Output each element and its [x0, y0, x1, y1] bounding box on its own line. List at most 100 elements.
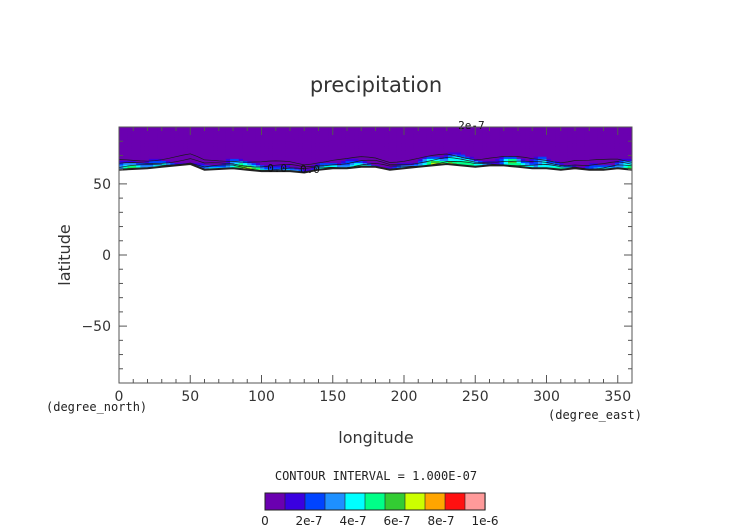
field-cell: [341, 134, 347, 138]
field-cell: [251, 130, 257, 134]
field-cell: [187, 154, 193, 157]
field-cell: [119, 141, 124, 144]
field-cell: [161, 145, 167, 149]
field-cell: [529, 171, 535, 173]
field-cell: [537, 134, 543, 138]
field-cell: [302, 132, 308, 136]
field-cell: [307, 168, 312, 172]
field-cell: [580, 147, 586, 151]
field-cell: [191, 160, 197, 164]
field-cell: [332, 149, 338, 153]
field-cell: [204, 143, 210, 147]
field-cell: [512, 136, 518, 140]
field-cell: [593, 156, 599, 159]
field-cell: [281, 147, 287, 151]
field-cell: [221, 154, 227, 157]
field-cell: [298, 143, 304, 147]
field-cell: [225, 136, 231, 140]
field-cell: [465, 168, 471, 172]
field-cell: [127, 160, 133, 164]
field-cell: [136, 143, 141, 147]
field-cell: [379, 158, 385, 162]
field-cell: [170, 145, 176, 149]
field-cell: [525, 173, 530, 176]
field-cell: [487, 173, 492, 176]
field-cell: [238, 141, 244, 144]
field-cell: [174, 141, 180, 144]
field-cell: [255, 149, 261, 153]
field-cell: [307, 134, 312, 138]
field-cell: [362, 134, 368, 138]
field-cell: [136, 151, 141, 155]
field-cell: [148, 130, 154, 134]
field-cell: [174, 149, 180, 153]
field-cell: [482, 151, 488, 155]
field-cell: [285, 147, 291, 151]
field-cell: [178, 151, 184, 155]
field-cell: [465, 141, 471, 144]
field-cell: [127, 136, 133, 140]
field-cell: [332, 151, 338, 155]
field-cell: [435, 154, 441, 157]
field-cell: [298, 147, 304, 151]
field-cell: [362, 143, 368, 147]
field-cell: [379, 171, 385, 173]
field-cell: [516, 134, 522, 138]
field-cell: [520, 127, 526, 130]
field-cell: [520, 128, 526, 132]
field-cell: [465, 166, 471, 170]
field-cell: [520, 168, 526, 172]
field-cell: [221, 160, 227, 164]
field-cell: [311, 145, 317, 149]
field-cell: [136, 160, 141, 164]
field-cell: [533, 136, 539, 140]
field-cell: [461, 151, 466, 155]
colorbar-swatch: [284, 492, 306, 511]
field-cell: [358, 136, 364, 140]
field-cell: [161, 132, 167, 136]
field-cell: [610, 141, 616, 144]
field-cell: [281, 134, 287, 138]
field-cell: [431, 127, 436, 130]
field-cell: [319, 154, 325, 157]
field-cell: [443, 136, 449, 140]
field-cell: [354, 130, 359, 134]
field-cell: [247, 132, 253, 136]
field-cell: [302, 160, 308, 164]
colorbar-frame: [264, 492, 486, 511]
field-cell: [589, 128, 595, 132]
field-cell: [183, 134, 189, 138]
field-cell: [550, 132, 556, 136]
field-cell: [140, 147, 146, 151]
field-cell: [285, 151, 291, 155]
field-cell: [123, 145, 129, 149]
field-cell: [230, 154, 236, 157]
field-cell: [221, 145, 227, 149]
field-cell: [255, 162, 261, 166]
field-cell: [157, 173, 162, 176]
field-cell: [204, 139, 210, 142]
field-cell: [461, 173, 466, 176]
field-cell: [204, 134, 210, 138]
field-cell: [469, 141, 475, 144]
field-cell: [443, 132, 449, 136]
field-cell: [443, 168, 449, 172]
field-cell: [166, 149, 171, 153]
field-cell: [559, 149, 565, 153]
field-cell: [379, 143, 385, 147]
field-cell: [242, 143, 248, 147]
field-cell: [247, 145, 253, 149]
field-cell: [238, 132, 244, 136]
field-cell: [371, 173, 376, 176]
field-cell: [140, 171, 146, 173]
field-cell: [213, 127, 218, 130]
field-cell: [584, 151, 590, 155]
field-cell: [255, 151, 261, 155]
field-cell: [589, 136, 595, 140]
field-cell: [499, 173, 504, 176]
field-cell: [405, 173, 410, 176]
field-cell: [508, 141, 513, 144]
field-cell: [473, 127, 479, 130]
field-cell: [465, 147, 471, 151]
field-cell: [281, 132, 287, 136]
